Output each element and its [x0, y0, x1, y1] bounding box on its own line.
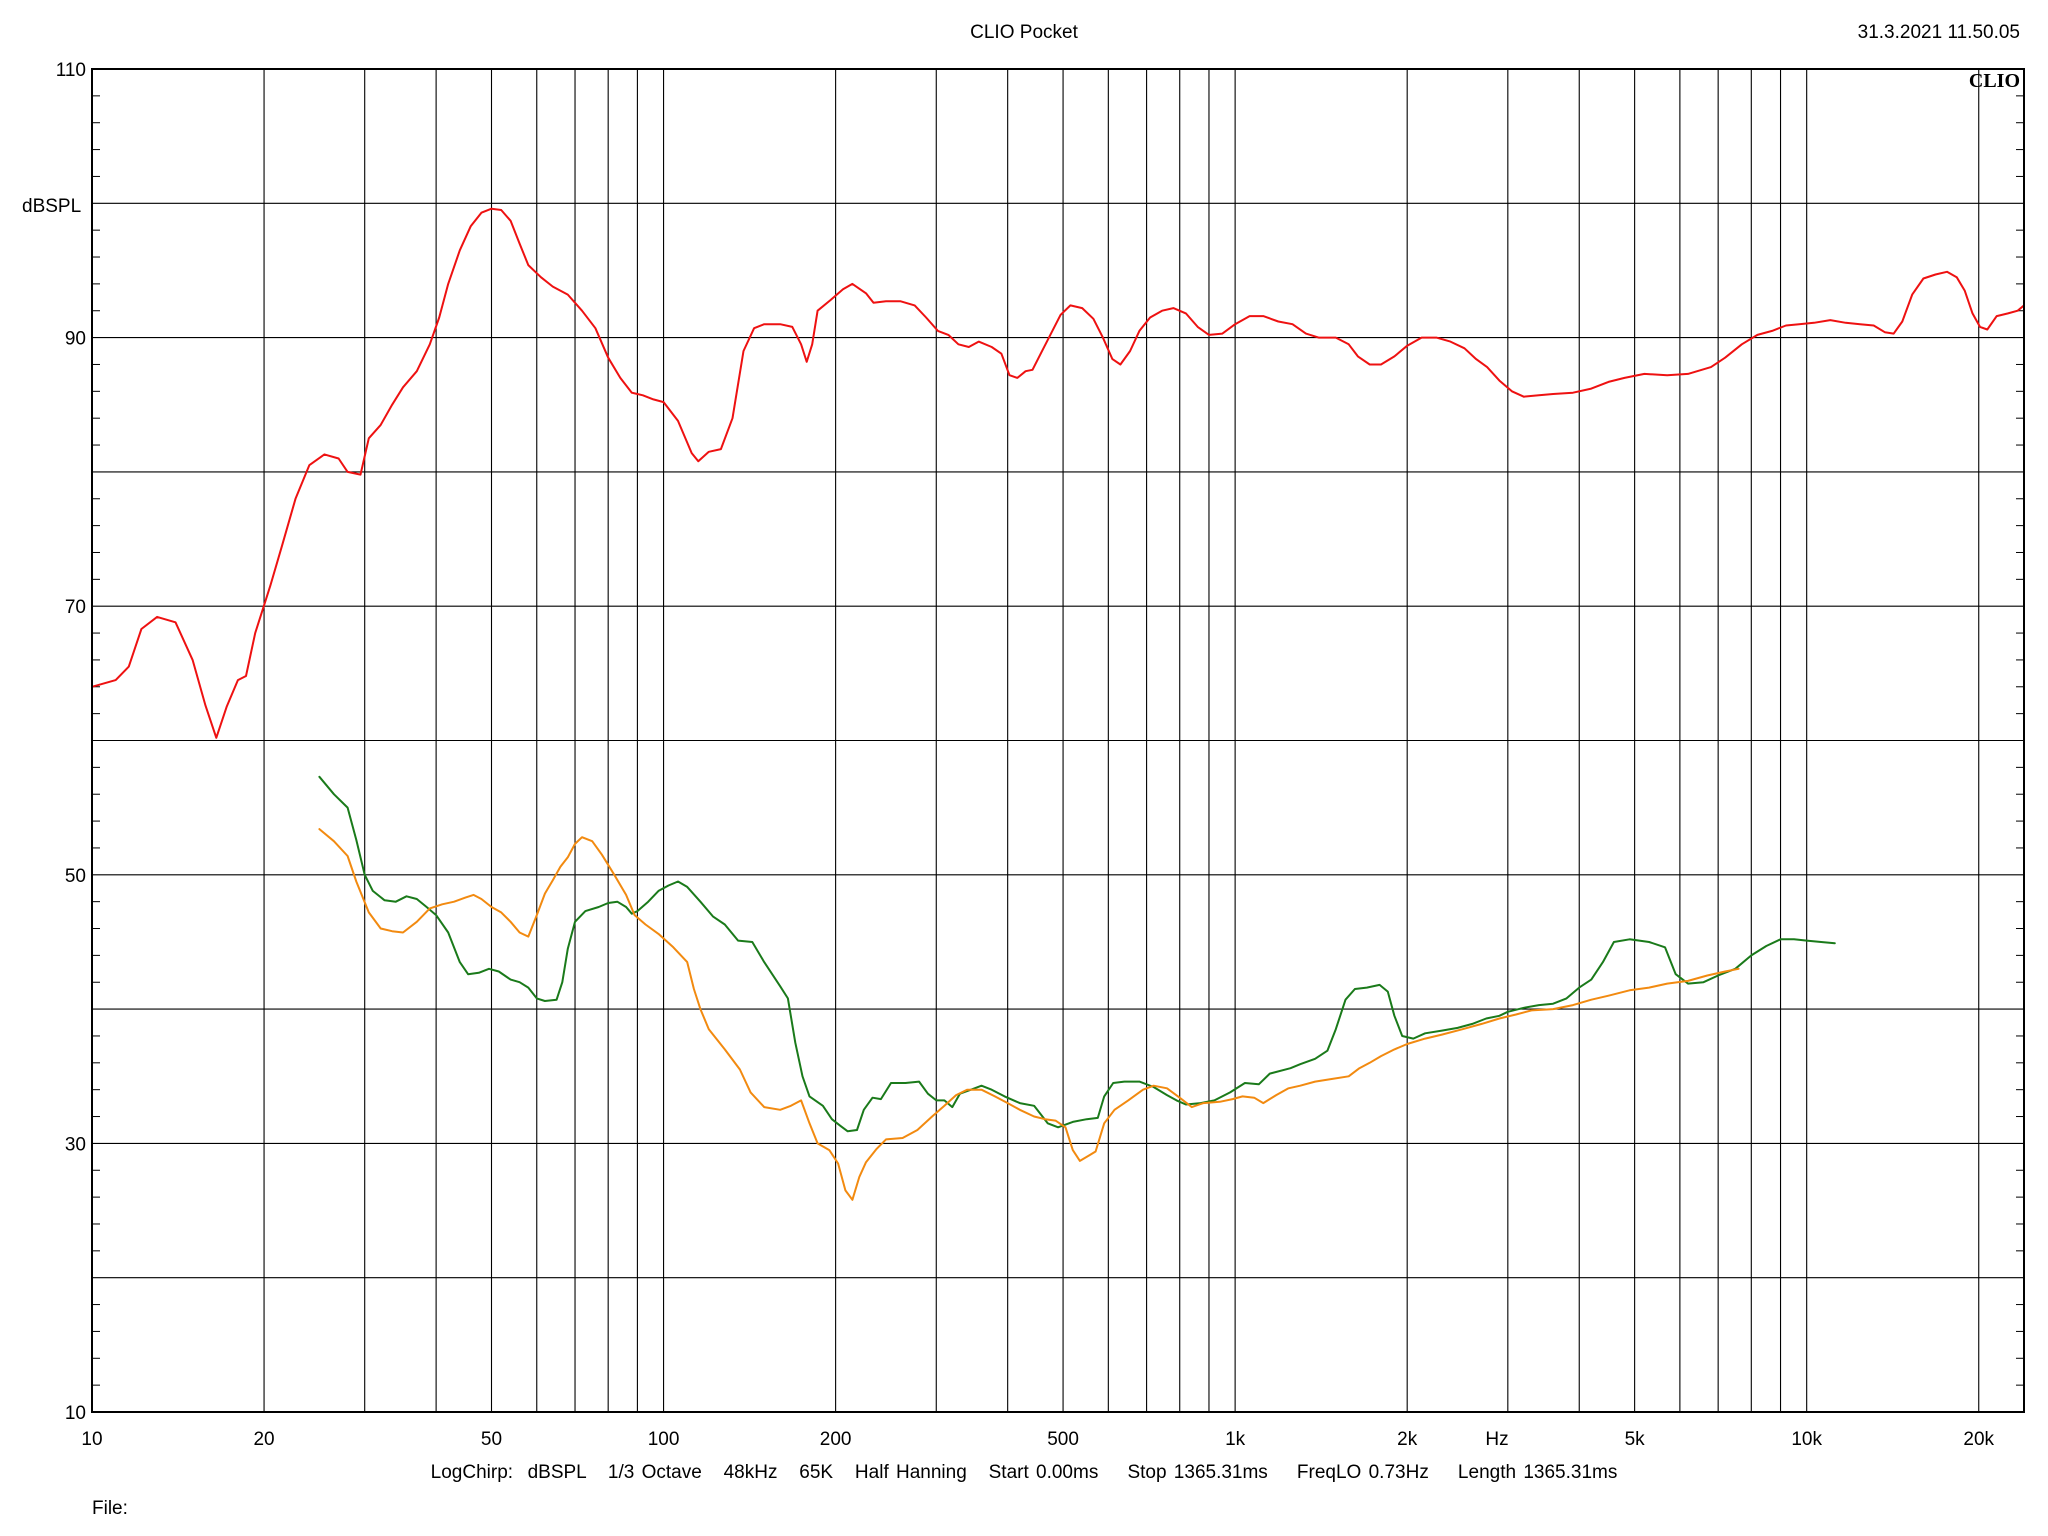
y-tick-label: 70 — [65, 597, 86, 618]
series-layer — [91, 207, 2025, 1201]
x-tick-label: 100 — [648, 1429, 680, 1450]
y-tick-labels: 10 30 50 70 90 110 — [56, 60, 86, 1424]
x-tick-label: 20k — [1963, 1429, 1994, 1450]
x-tick-label: 2k — [1397, 1429, 1418, 1450]
y-tick-label: 110 — [56, 60, 86, 81]
chart-title: CLIO Pocket — [970, 22, 1078, 43]
series-line-3 — [318, 828, 1740, 1201]
y-axis-label: dBSPL — [22, 196, 81, 217]
series-line-2 — [318, 775, 1836, 1133]
y-tick-label: 30 — [65, 1134, 86, 1155]
grid-major — [92, 69, 2024, 1412]
x-tick-label: 20 — [253, 1429, 274, 1450]
x-tick-label: 10 — [81, 1429, 102, 1450]
x-tick-labels: 10 20 50 100 200 500 1k 2k 5k 10k 20k — [81, 1429, 1994, 1450]
x-tick-label: 1k — [1225, 1429, 1246, 1450]
y-tick-label: 50 — [65, 866, 86, 887]
measurement-date: 31.3.2021 11.50.05 — [1857, 22, 2020, 43]
series-line-1 — [91, 207, 2025, 739]
x-tick-label: 500 — [1047, 1429, 1079, 1450]
file-label: File: — [92, 1498, 128, 1519]
x-tick-label: 10k — [1791, 1429, 1822, 1450]
y-tick-label: 90 — [65, 329, 86, 350]
x-axis-label: Hz — [1485, 1429, 1508, 1450]
measurement-parameters: LogChirp: dBSPL 1/3 Octave 48kHz 65K Hal… — [430, 1462, 1618, 1483]
plot-frame — [91, 68, 2025, 1413]
y-tick-label: 10 — [65, 1403, 86, 1424]
x-tick-label: 50 — [481, 1429, 502, 1450]
x-tick-label: 5k — [1625, 1429, 1646, 1450]
clio-logo: CLIO — [1969, 70, 2020, 92]
y-minor-ticks — [92, 95, 2024, 1386]
x-tick-label: 200 — [820, 1429, 852, 1450]
